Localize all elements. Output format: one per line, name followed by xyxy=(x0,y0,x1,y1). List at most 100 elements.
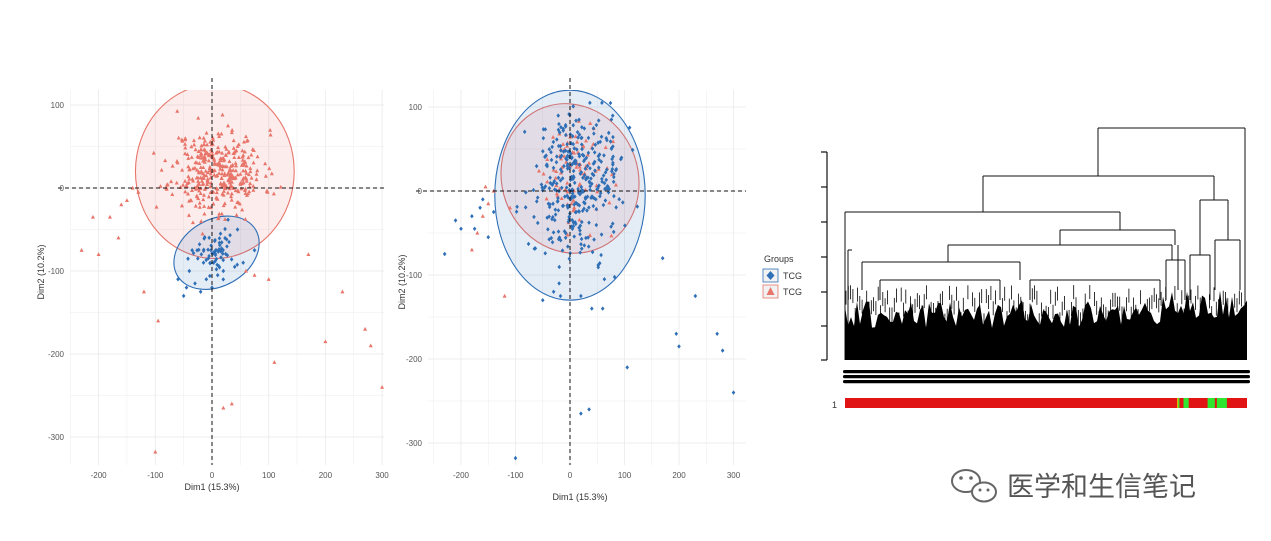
data-point xyxy=(486,201,491,206)
data-point xyxy=(197,161,202,165)
data-point xyxy=(244,268,249,273)
data-point xyxy=(475,230,480,235)
color-bar-highlight xyxy=(1216,398,1227,408)
data-point xyxy=(560,203,565,209)
data-point xyxy=(219,211,224,216)
data-point xyxy=(660,256,665,261)
data-point xyxy=(207,253,211,259)
data-point xyxy=(559,148,563,153)
data-point xyxy=(563,187,568,192)
data-point xyxy=(581,153,586,158)
data-point xyxy=(585,208,589,213)
data-point xyxy=(201,158,206,163)
data-point xyxy=(229,179,234,184)
data-point xyxy=(241,260,245,265)
data-point xyxy=(380,385,384,389)
data-point xyxy=(191,178,196,183)
y-tick-label: -200 xyxy=(48,350,65,359)
data-point xyxy=(562,163,566,169)
data-point xyxy=(582,126,587,131)
data-point xyxy=(594,207,599,212)
data-point xyxy=(221,180,226,185)
data-point xyxy=(231,146,236,150)
data-point xyxy=(201,165,206,170)
data-point xyxy=(617,197,622,202)
data-point xyxy=(574,164,579,169)
data-point xyxy=(170,163,175,168)
data-point xyxy=(597,260,602,266)
data-point xyxy=(192,142,197,147)
data-point xyxy=(368,343,373,348)
data-point xyxy=(588,121,593,125)
data-point xyxy=(579,142,584,147)
data-point xyxy=(250,147,255,151)
data-point xyxy=(229,191,234,196)
data-point xyxy=(179,137,184,142)
data-point xyxy=(588,166,592,171)
data-point xyxy=(561,142,566,146)
data-point xyxy=(542,185,547,190)
data-point xyxy=(547,146,552,152)
data-point xyxy=(566,219,571,224)
x-axis-label: Dim1 (15.3%) xyxy=(552,492,607,502)
data-point xyxy=(208,273,212,279)
data-point xyxy=(560,176,565,181)
data-point xyxy=(229,401,234,406)
data-point xyxy=(238,171,243,176)
data-point xyxy=(565,180,570,185)
data-point xyxy=(231,138,236,143)
data-point xyxy=(278,184,283,189)
data-point xyxy=(190,220,195,225)
data-point xyxy=(225,172,230,177)
data-point xyxy=(588,187,592,193)
data-point xyxy=(220,150,225,155)
x-tick-label: 100 xyxy=(262,471,276,480)
data-point xyxy=(557,264,562,270)
data-point xyxy=(550,216,554,222)
data-point xyxy=(565,153,570,159)
data-point xyxy=(220,171,225,176)
data-point xyxy=(248,169,253,174)
data-point xyxy=(486,235,491,240)
data-point xyxy=(218,166,223,171)
data-point xyxy=(603,198,608,203)
data-point xyxy=(601,173,606,178)
data-point xyxy=(221,203,226,208)
data-point xyxy=(175,160,180,165)
data-point xyxy=(197,242,202,247)
data-point xyxy=(584,51,588,55)
data-point xyxy=(586,244,591,249)
data-point xyxy=(186,180,191,185)
data-point xyxy=(557,281,561,286)
data-point xyxy=(198,191,203,196)
data-point xyxy=(230,127,235,132)
data-point xyxy=(232,149,237,154)
data-point xyxy=(208,184,213,189)
data-point xyxy=(553,207,558,212)
x-tick-label: -100 xyxy=(507,471,524,480)
data-point xyxy=(472,226,477,231)
data-point xyxy=(541,127,546,132)
data-point xyxy=(224,237,229,242)
data-point xyxy=(581,175,585,180)
data-point xyxy=(203,168,208,173)
triangle-icon xyxy=(766,287,775,295)
data-point xyxy=(242,162,247,167)
data-point xyxy=(593,142,598,147)
data-point xyxy=(590,146,595,151)
data-point xyxy=(214,195,219,200)
data-point xyxy=(268,132,273,137)
data-point xyxy=(219,240,224,245)
data-point xyxy=(198,147,203,152)
data-point xyxy=(556,199,560,204)
data-point xyxy=(207,168,212,172)
data-point xyxy=(469,247,474,252)
data-point xyxy=(205,170,210,175)
data-point xyxy=(218,231,223,236)
data-point xyxy=(605,167,609,172)
data-point xyxy=(252,272,257,277)
data-point xyxy=(186,213,191,217)
y-tick-label: -200 xyxy=(406,355,423,364)
data-point xyxy=(235,262,240,267)
data-point xyxy=(205,182,210,186)
